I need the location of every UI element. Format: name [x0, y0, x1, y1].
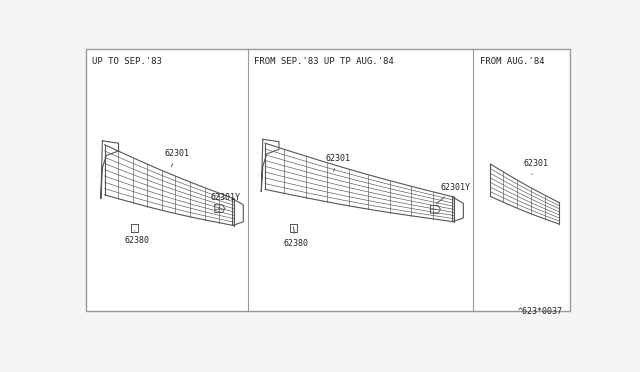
Text: 62301Y: 62301Y — [436, 183, 470, 204]
Text: ^623*0037: ^623*0037 — [518, 307, 563, 316]
Text: UP TO SEP.'83: UP TO SEP.'83 — [92, 57, 163, 66]
Text: 62301: 62301 — [325, 154, 350, 171]
Text: 62380: 62380 — [125, 231, 150, 246]
Text: 62301Y: 62301Y — [211, 193, 241, 209]
Text: 62380: 62380 — [284, 227, 308, 248]
Text: 62301: 62301 — [524, 160, 548, 174]
Text: FROM SEP.'83 UP TP AUG.'84: FROM SEP.'83 UP TP AUG.'84 — [254, 57, 394, 66]
Text: FROM AUG.'84: FROM AUG.'84 — [479, 57, 544, 66]
Text: 62301: 62301 — [164, 150, 189, 167]
